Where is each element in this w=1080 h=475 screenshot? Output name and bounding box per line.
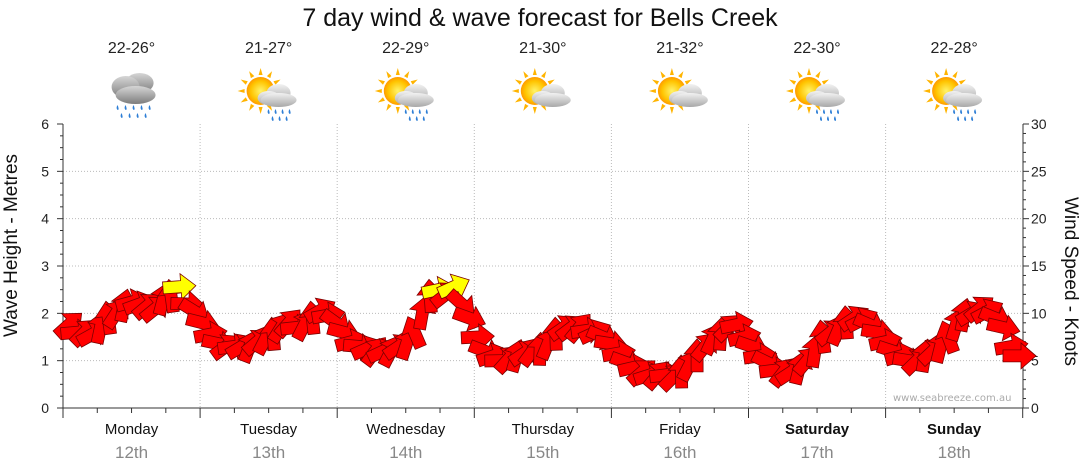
temperature-range: 22-30°	[793, 40, 841, 57]
sun-cloud-showers-icon	[786, 68, 845, 121]
chart-grid	[63, 124, 1023, 408]
wind-arrow	[451, 305, 486, 332]
y-tick-label-right: 20	[1031, 211, 1047, 227]
rain-cloud-icon	[111, 73, 156, 118]
y-tick-label-left: 2	[41, 305, 49, 321]
temperature-range: 21-30°	[519, 40, 567, 57]
y-tick-label-right: 15	[1031, 258, 1047, 274]
wind-arrow	[460, 323, 495, 351]
temperature-range: 22-26°	[107, 40, 156, 57]
temperature-range: 22-28°	[930, 40, 978, 57]
sun-cloud-showers-icon	[374, 68, 434, 121]
sun-cloud-icon	[511, 68, 571, 114]
y-tick-label-right: 25	[1031, 163, 1047, 179]
sun-cloud-showers-icon	[237, 68, 297, 121]
y-tick-label-left: 3	[41, 258, 49, 274]
wind-arrows	[52, 272, 1037, 393]
y-tick-label-left: 0	[41, 400, 49, 416]
chart-title: 7 day wind & wave forecast for Bells Cre…	[302, 4, 778, 32]
y-tick-label-left: 1	[41, 353, 49, 369]
temperature-range: 22-29°	[382, 40, 430, 57]
date-label: 14th	[389, 443, 423, 462]
day-label: Saturday	[784, 421, 850, 438]
day-label: Wednesday	[366, 421, 446, 438]
sun-cloud-showers-icon	[923, 68, 983, 121]
temperature-range: 21-27°	[244, 40, 293, 57]
day-label: Friday	[659, 421, 701, 438]
date-label: 12th	[115, 443, 149, 462]
date-label: 13th	[252, 443, 286, 462]
wind-arrow	[436, 273, 470, 300]
y-tick-label-right: 30	[1031, 116, 1047, 132]
y-tick-label-left: 5	[41, 163, 49, 179]
day-label: Monday	[104, 421, 159, 438]
temperature-range: 21-32°	[656, 40, 704, 57]
day-label: Thursday	[511, 421, 575, 438]
date-label: 17th	[800, 443, 834, 462]
weather-icons	[111, 68, 983, 121]
date-label: 15th	[526, 443, 560, 462]
credit-text: www.seabreeze.com.au	[893, 393, 1012, 404]
day-label: Tuesday	[240, 421, 298, 438]
y-tick-label-right: 0	[1031, 400, 1039, 416]
y-tick-label-right: 10	[1031, 305, 1047, 321]
sun-cloud-icon	[648, 68, 708, 114]
wind-arrow	[1002, 342, 1037, 370]
chart-ticks: 0 1 2 3 4 5 6 0 5 10 15 20 25 30	[41, 116, 1047, 418]
day-label: Sunday	[927, 421, 982, 438]
date-label: 18th	[937, 443, 971, 462]
date-label: 16th	[663, 443, 697, 462]
y-tick-label-right: 5	[1031, 353, 1039, 369]
y-tick-label-left: 6	[41, 116, 49, 132]
y-tick-label-left: 4	[41, 211, 49, 227]
